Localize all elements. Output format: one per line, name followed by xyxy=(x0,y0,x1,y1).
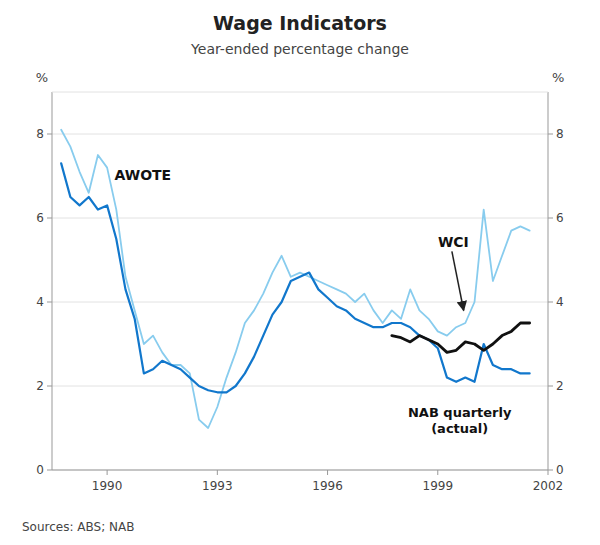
y2-tick xyxy=(548,386,553,387)
y-tick xyxy=(47,386,52,387)
lines xyxy=(61,130,529,428)
x-tick-label: 1999 xyxy=(423,479,454,493)
series-label: WCI xyxy=(438,234,469,250)
series-line xyxy=(61,130,529,428)
x-tick-label: 1996 xyxy=(312,479,343,493)
y2-axis-line xyxy=(548,92,549,470)
y2-tick-label: 8 xyxy=(556,127,564,141)
series-line xyxy=(61,163,529,392)
annotation-arrow xyxy=(452,251,464,310)
x-tick xyxy=(548,470,549,475)
y2-tick-label: 0 xyxy=(556,463,564,477)
x-axis-line xyxy=(52,470,548,471)
series-label-line: (actual) xyxy=(431,421,488,436)
series-label-line: NAB quarterly xyxy=(408,405,512,420)
y-axis-line xyxy=(52,92,53,470)
y2-tick-label: 2 xyxy=(556,379,564,393)
y-tick xyxy=(47,302,52,303)
y2-axis-label: % xyxy=(552,70,564,85)
series-label-line: WCI xyxy=(438,234,469,250)
x-tick-label: 2002 xyxy=(533,479,564,493)
series-label: NAB quarterly(actual) xyxy=(408,405,512,436)
x-tick xyxy=(327,470,328,475)
series-label: AWOTE xyxy=(114,167,171,183)
title: Wage Indicators xyxy=(213,12,387,34)
y2-tick xyxy=(548,302,553,303)
x-tick xyxy=(437,470,438,475)
x-tick xyxy=(107,470,108,475)
grid-line xyxy=(52,134,548,135)
y-tick-label: 8 xyxy=(36,127,44,141)
grid-line xyxy=(52,218,548,219)
series-label-line: AWOTE xyxy=(114,167,171,183)
x-tick-label: 1993 xyxy=(202,479,233,493)
subtitle: Year-ended percentage change xyxy=(190,41,409,57)
y-tick-label: 4 xyxy=(36,295,44,309)
y-tick-label: 0 xyxy=(36,463,44,477)
grid-line xyxy=(52,386,548,387)
plot-top-line xyxy=(52,92,548,93)
y2-tick xyxy=(548,134,553,135)
chart: Wage Indicators Year-ended percentage cha… xyxy=(0,0,600,545)
y-tick-label: 2 xyxy=(36,379,44,393)
x-tick xyxy=(217,470,218,475)
series-line xyxy=(392,323,530,352)
y2-tick-label: 6 xyxy=(556,211,564,225)
y-tick xyxy=(47,470,52,471)
grid-line xyxy=(52,470,548,471)
source: Sources: ABS; NAB xyxy=(22,520,134,534)
y-tick xyxy=(47,134,52,135)
y-tick xyxy=(47,218,52,219)
y2-tick-label: 4 xyxy=(556,295,564,309)
y-tick-label: 6 xyxy=(36,211,44,225)
y2-tick xyxy=(548,218,553,219)
series-labels: AWOTE WCI NAB quarterly(actual) xyxy=(114,167,511,436)
y2-tick xyxy=(548,470,553,471)
y-axis-label: % xyxy=(36,70,48,85)
x-tick-label: 1990 xyxy=(92,479,123,493)
